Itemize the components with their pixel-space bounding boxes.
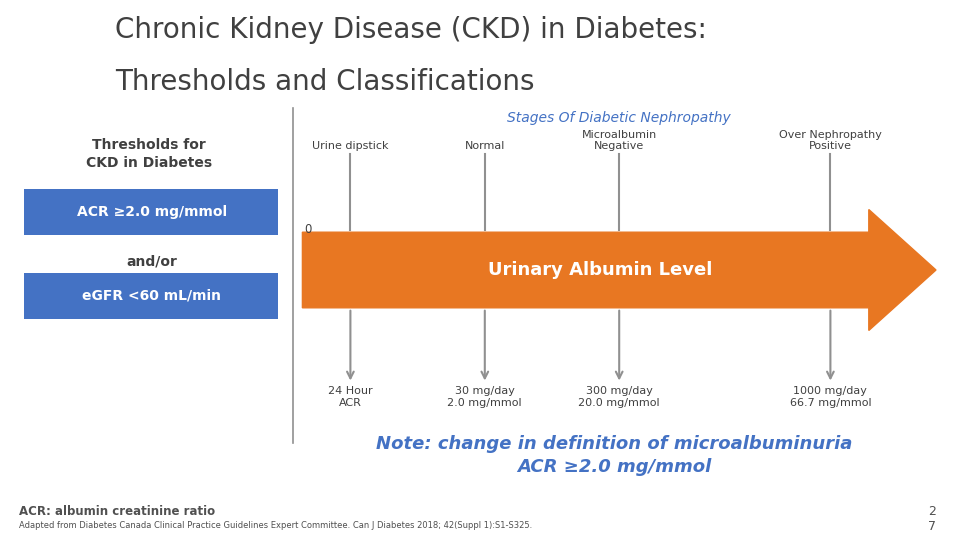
FancyBboxPatch shape xyxy=(24,273,278,319)
Text: ACR: albumin creatinine ratio: ACR: albumin creatinine ratio xyxy=(19,505,215,518)
Text: Chronic Kidney Disease (CKD) in Diabetes:: Chronic Kidney Disease (CKD) in Diabetes… xyxy=(115,16,708,44)
Text: Adapted from Diabetes Canada Clinical Practice Guidelines Expert Committee. Can : Adapted from Diabetes Canada Clinical Pr… xyxy=(19,521,533,530)
FancyBboxPatch shape xyxy=(24,189,278,235)
Text: Urinary Albumin Level: Urinary Albumin Level xyxy=(488,261,712,279)
FancyArrow shape xyxy=(302,210,936,330)
Text: 300 mg/day
20.0 mg/mmol: 300 mg/day 20.0 mg/mmol xyxy=(578,386,660,408)
Text: Thresholds for
CKD in Diabetes: Thresholds for CKD in Diabetes xyxy=(85,138,212,170)
Text: Note: change in definition of microalbuminuria
ACR ≥2.0 mg/mmol: Note: change in definition of microalbum… xyxy=(376,435,852,476)
Text: eGFR <60 mL/min: eGFR <60 mL/min xyxy=(83,289,221,303)
Text: ACR ≥2.0 mg/mmol: ACR ≥2.0 mg/mmol xyxy=(77,205,227,219)
Text: 2
7: 2 7 xyxy=(928,505,936,533)
Text: 24 Hour
ACR: 24 Hour ACR xyxy=(328,386,372,408)
Text: Over Nephropathy
Positive: Over Nephropathy Positive xyxy=(779,130,882,151)
Text: 0: 0 xyxy=(304,223,312,236)
Text: Normal: Normal xyxy=(465,141,505,151)
Text: Microalbumin
Negative: Microalbumin Negative xyxy=(582,130,657,151)
Text: Stages Of Diabetic Nephropathy: Stages Of Diabetic Nephropathy xyxy=(507,111,732,125)
Text: and/or: and/or xyxy=(127,255,177,269)
Text: 1000 mg/day
66.7 mg/mmol: 1000 mg/day 66.7 mg/mmol xyxy=(789,386,872,408)
Text: Urine dipstick: Urine dipstick xyxy=(312,141,389,151)
Text: Thresholds and Classifications: Thresholds and Classifications xyxy=(115,68,535,96)
Text: 30 mg/day
2.0 mg/mmol: 30 mg/day 2.0 mg/mmol xyxy=(447,386,522,408)
